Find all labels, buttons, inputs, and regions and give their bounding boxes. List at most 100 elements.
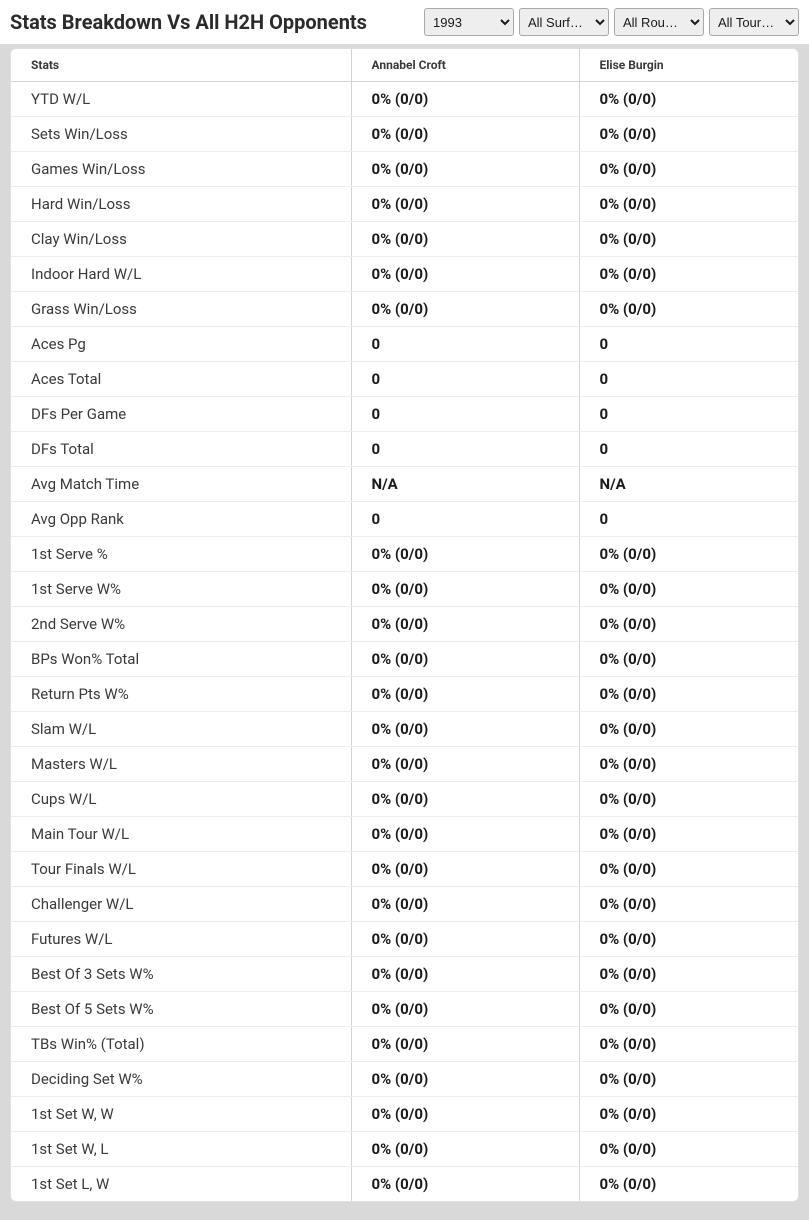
stat-value-player2: 0% (0/0) (579, 152, 798, 187)
table-row: Avg Match TimeN/AN/A (11, 467, 798, 502)
table-row: Sets Win/Loss0% (0/0)0% (0/0) (11, 117, 798, 152)
stat-label: Deciding Set W% (11, 1062, 351, 1097)
stat-value-player1: 0% (0/0) (351, 187, 579, 222)
table-header-row: Stats Annabel Croft Elise Burgin (11, 49, 798, 82)
stat-value-player1: 0% (0/0) (351, 1027, 579, 1062)
page-title: Stats Breakdown Vs All H2H Opponents (10, 10, 367, 34)
table-row: Hard Win/Loss0% (0/0)0% (0/0) (11, 187, 798, 222)
table-row: DFs Per Game00 (11, 397, 798, 432)
stat-label: Avg Match Time (11, 467, 351, 502)
table-row: 1st Set L, W0% (0/0)0% (0/0) (11, 1167, 798, 1202)
stat-value-player2: 0% (0/0) (579, 292, 798, 327)
stat-label: 1st Set W, L (11, 1132, 351, 1167)
table-row: Slam W/L0% (0/0)0% (0/0) (11, 712, 798, 747)
stat-label: Sets Win/Loss (11, 117, 351, 152)
stat-label: Masters W/L (11, 747, 351, 782)
stat-value-player1: 0% (0/0) (351, 257, 579, 292)
stat-value-player2: 0% (0/0) (579, 677, 798, 712)
stat-label: Slam W/L (11, 712, 351, 747)
stat-label: Cups W/L (11, 782, 351, 817)
stat-value-player1: 0% (0/0) (351, 712, 579, 747)
stat-value-player2: 0% (0/0) (579, 642, 798, 677)
table-row: DFs Total00 (11, 432, 798, 467)
stat-label: 1st Serve W% (11, 572, 351, 607)
stat-value-player2: 0% (0/0) (579, 782, 798, 817)
stat-value-player1: 0% (0/0) (351, 1097, 579, 1132)
stat-value-player1: 0% (0/0) (351, 677, 579, 712)
stat-value-player2: 0 (579, 502, 798, 537)
stat-value-player1: 0% (0/0) (351, 642, 579, 677)
stat-value-player2: 0% (0/0) (579, 222, 798, 257)
stat-value-player1: 0% (0/0) (351, 992, 579, 1027)
stat-value-player1: 0% (0/0) (351, 572, 579, 607)
stat-value-player1: 0% (0/0) (351, 782, 579, 817)
table-row: Deciding Set W%0% (0/0)0% (0/0) (11, 1062, 798, 1097)
stat-value-player1: N/A (351, 467, 579, 502)
stat-label: Tour Finals W/L (11, 852, 351, 887)
stat-value-player2: 0 (579, 362, 798, 397)
stat-label: 1st Serve % (11, 537, 351, 572)
stat-value-player1: 0% (0/0) (351, 1062, 579, 1097)
stat-value-player2: 0% (0/0) (579, 1062, 798, 1097)
stat-label: Avg Opp Rank (11, 502, 351, 537)
table-row: Challenger W/L0% (0/0)0% (0/0) (11, 887, 798, 922)
stat-label: TBs Win% (Total) (11, 1027, 351, 1062)
stat-value-player1: 0% (0/0) (351, 922, 579, 957)
table-row: Main Tour W/L0% (0/0)0% (0/0) (11, 817, 798, 852)
table-row: Return Pts W%0% (0/0)0% (0/0) (11, 677, 798, 712)
stat-value-player2: 0% (0/0) (579, 1167, 798, 1202)
stat-label: 1st Set L, W (11, 1167, 351, 1202)
table-row: 1st Serve %0% (0/0)0% (0/0) (11, 537, 798, 572)
stat-value-player1: 0 (351, 397, 579, 432)
table-row: Games Win/Loss0% (0/0)0% (0/0) (11, 152, 798, 187)
stat-label: DFs Total (11, 432, 351, 467)
stat-value-player2: 0% (0/0) (579, 537, 798, 572)
stat-value-player1: 0% (0/0) (351, 117, 579, 152)
stat-value-player2: 0% (0/0) (579, 257, 798, 292)
stat-label: Best Of 5 Sets W% (11, 992, 351, 1027)
table-row: Indoor Hard W/L0% (0/0)0% (0/0) (11, 257, 798, 292)
stat-value-player1: 0% (0/0) (351, 222, 579, 257)
stat-value-player2: N/A (579, 467, 798, 502)
stat-value-player1: 0% (0/0) (351, 292, 579, 327)
round-select[interactable]: All Rou… (614, 8, 704, 36)
filter-group: 1993 All Surf… All Rou… All Tour… (424, 8, 799, 36)
stat-value-player2: 0% (0/0) (579, 1132, 798, 1167)
stat-value-player2: 0% (0/0) (579, 187, 798, 222)
stat-value-player2: 0% (0/0) (579, 747, 798, 782)
stat-value-player1: 0% (0/0) (351, 537, 579, 572)
year-select[interactable]: 1993 (424, 8, 514, 36)
stat-value-player2: 0% (0/0) (579, 1097, 798, 1132)
table-row: YTD W/L0% (0/0)0% (0/0) (11, 82, 798, 117)
stat-label: Main Tour W/L (11, 817, 351, 852)
stat-value-player1: 0 (351, 327, 579, 362)
stat-value-player1: 0 (351, 362, 579, 397)
stat-value-player1: 0% (0/0) (351, 852, 579, 887)
col-header-player1: Annabel Croft (351, 49, 579, 82)
table-row: 1st Serve W%0% (0/0)0% (0/0) (11, 572, 798, 607)
stat-value-player2: 0% (0/0) (579, 922, 798, 957)
table-row: Grass Win/Loss0% (0/0)0% (0/0) (11, 292, 798, 327)
stat-value-player1: 0% (0/0) (351, 607, 579, 642)
stat-value-player1: 0% (0/0) (351, 82, 579, 117)
stat-value-player2: 0% (0/0) (579, 992, 798, 1027)
table-row: 2nd Serve W%0% (0/0)0% (0/0) (11, 607, 798, 642)
stat-value-player2: 0% (0/0) (579, 957, 798, 992)
stat-value-player1: 0% (0/0) (351, 957, 579, 992)
table-row: Best Of 3 Sets W%0% (0/0)0% (0/0) (11, 957, 798, 992)
stat-value-player2: 0% (0/0) (579, 712, 798, 747)
stat-label: 2nd Serve W% (11, 607, 351, 642)
table-row: TBs Win% (Total)0% (0/0)0% (0/0) (11, 1027, 798, 1062)
table-row: Aces Total00 (11, 362, 798, 397)
stat-label: Games Win/Loss (11, 152, 351, 187)
stat-value-player2: 0 (579, 327, 798, 362)
stat-value-player2: 0% (0/0) (579, 82, 798, 117)
stat-label: 1st Set W, W (11, 1097, 351, 1132)
col-header-stats: Stats (11, 49, 351, 82)
tour-select[interactable]: All Tour… (709, 8, 799, 36)
surface-select[interactable]: All Surf… (519, 8, 609, 36)
stat-value-player1: 0 (351, 502, 579, 537)
stat-value-player2: 0% (0/0) (579, 817, 798, 852)
table-row: 1st Set W, L0% (0/0)0% (0/0) (11, 1132, 798, 1167)
stat-value-player1: 0% (0/0) (351, 1167, 579, 1202)
